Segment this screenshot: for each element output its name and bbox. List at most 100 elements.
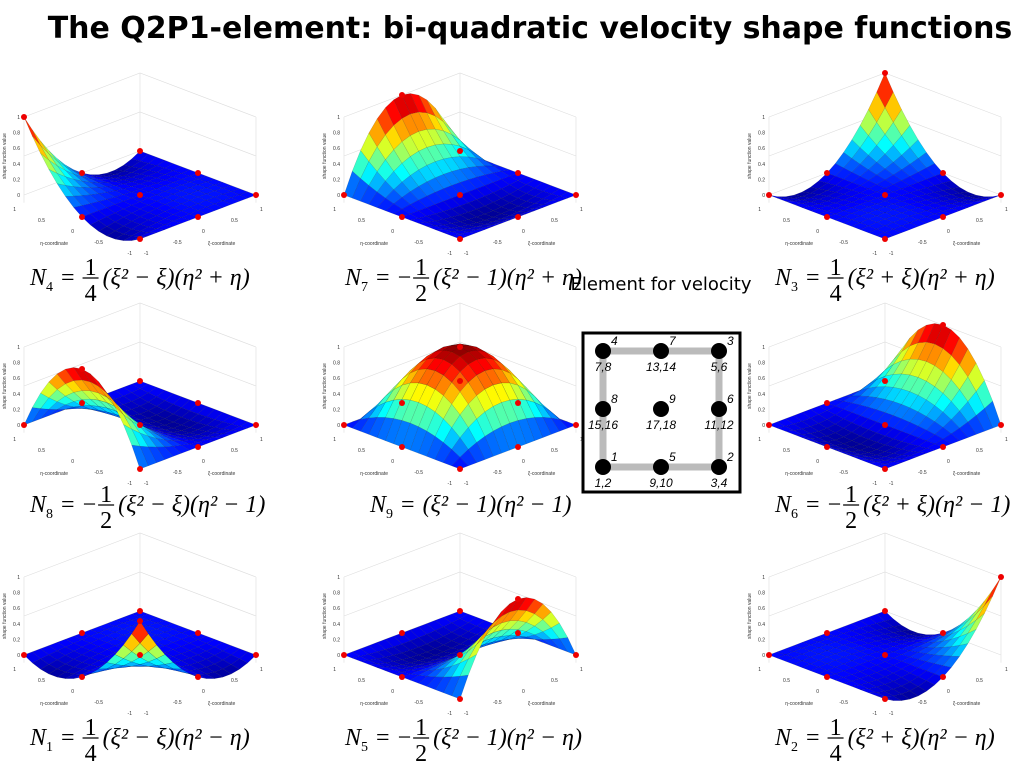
z-tick-label: 0.8 [333, 591, 340, 597]
surface-patch [393, 664, 411, 669]
formula-sign: − [398, 725, 412, 751]
xi-tick-label: 0.5 [551, 218, 558, 224]
eta-axis-label: η-coordinate [40, 471, 68, 477]
surface-patch [139, 197, 157, 206]
eta-tick-label: 1 [333, 437, 336, 443]
surface-patch [484, 430, 502, 457]
surface-plot: 0 0.2 0.4 0.6 0.8 1 -1 -1 -0.5 -0.5 0 0 0.5 0.5 1 1 ξ-co… [2, 72, 263, 257]
element-node [595, 459, 611, 475]
z-tick-label: 0.2 [758, 407, 765, 413]
node-dot [515, 214, 521, 220]
node-dot [515, 630, 521, 636]
eta-axis-label: η-coordinate [360, 471, 388, 477]
surface-patch [352, 178, 370, 202]
surface-patch [222, 664, 240, 675]
surface-patch [410, 402, 428, 427]
eta-tick-label: -0.5 [414, 700, 423, 706]
xi-tick-label: 0.5 [976, 218, 983, 224]
eta-tick-label: -0.5 [94, 470, 103, 476]
xi-axis-label: ξ-coordinate [953, 471, 980, 477]
surface-patch [106, 221, 124, 232]
surface-patch [40, 409, 58, 419]
node-dot [137, 148, 143, 154]
surface-patch [884, 438, 902, 448]
xi-axis-label: ξ-coordinate [953, 241, 980, 247]
surface-patch [172, 424, 191, 431]
xi-axis-label: ξ-coordinate [528, 471, 555, 477]
node-dot [457, 236, 463, 242]
z-tick-label: 0.2 [758, 177, 765, 183]
node-dot [882, 236, 888, 242]
xi-tick-label: 0.5 [976, 448, 983, 454]
slide-title: The Q2P1-element: bi-quadratic velocity … [48, 11, 1013, 46]
surface-patch [172, 445, 191, 454]
z-tick-label: 0.4 [333, 622, 340, 628]
xi-tick-label: 0 [202, 689, 205, 695]
z-axis-label: shape function value [747, 593, 753, 639]
z-tick-label: 0 [762, 193, 765, 199]
z-tick-label: 0.6 [333, 146, 340, 152]
formula-factors: (ξ² + ξ)(η² − η) [848, 725, 995, 751]
formula-sub: 9 [386, 507, 393, 522]
formula-symbol: N [369, 492, 388, 518]
surface-patch [493, 219, 510, 225]
surface-patch [451, 618, 469, 628]
node-dot [457, 192, 463, 198]
surface-patch [418, 216, 436, 223]
node-dot [998, 574, 1004, 580]
xi-axis-label: ξ-coordinate [208, 471, 235, 477]
eta-tick-label: -0.5 [414, 470, 423, 476]
surface-patch [451, 674, 469, 700]
surface-patch [164, 421, 182, 429]
surface-patch [156, 424, 174, 430]
xi-tick-label: 1 [1005, 207, 1008, 213]
z-tick-label: 0.2 [333, 407, 340, 413]
node-dot [457, 652, 463, 658]
node-dot [457, 378, 463, 384]
eta-tick-label: 0 [816, 459, 819, 465]
surface-patch [926, 386, 944, 406]
surface-patch [114, 622, 133, 630]
node-dot [882, 192, 888, 198]
xi-tick-label: -1 [144, 481, 149, 487]
surface-patch [164, 220, 182, 227]
xi-tick-label: 1 [260, 437, 263, 443]
surface-patch [98, 186, 116, 193]
eta-tick-label: -1 [873, 251, 878, 257]
surface-patch [917, 670, 936, 681]
surface-patch [476, 370, 494, 390]
surface-patch [934, 438, 952, 448]
node-dofs: 9,10 [649, 476, 673, 490]
node-dot [515, 596, 521, 602]
surface-patch [785, 430, 803, 435]
node-dot [457, 466, 463, 472]
surface-patch [860, 688, 877, 693]
z-tick-label: 0.8 [13, 131, 20, 137]
surface-patch [934, 182, 952, 191]
eta-tick-label: 0.5 [358, 448, 365, 454]
formula-num: 1 [830, 715, 842, 741]
surface-patch [934, 411, 952, 428]
formula-sub: 8 [46, 507, 53, 522]
surface-patch [32, 658, 50, 670]
formula-den: 2 [415, 281, 427, 307]
surface-patch [106, 625, 124, 633]
node-dot [21, 422, 27, 428]
node-dot [457, 608, 463, 614]
surface-patch [776, 654, 795, 662]
formula-symbol: N [344, 725, 363, 751]
surface-patch [884, 91, 902, 123]
node-number: 4 [611, 334, 618, 348]
surface-patch [410, 664, 427, 668]
surface-patch [131, 160, 149, 169]
surface-plot: 0 0.2 0.4 0.6 0.8 1 -1 -1 -0.5 -0.5 0 0 0.5 0.5 1 1 ξ-co… [322, 302, 583, 487]
surface-patch [32, 392, 50, 409]
surface-patch [48, 160, 66, 178]
surface-patch [156, 174, 174, 181]
xi-tick-label: -0.5 [918, 700, 927, 706]
eta-tick-label: 0.5 [38, 678, 45, 684]
z-tick-label: 0.8 [13, 591, 20, 597]
xi-axis-label: ξ-coordinate [208, 701, 235, 707]
formula-num: 1 [415, 255, 427, 281]
formula-num: 1 [85, 255, 97, 281]
